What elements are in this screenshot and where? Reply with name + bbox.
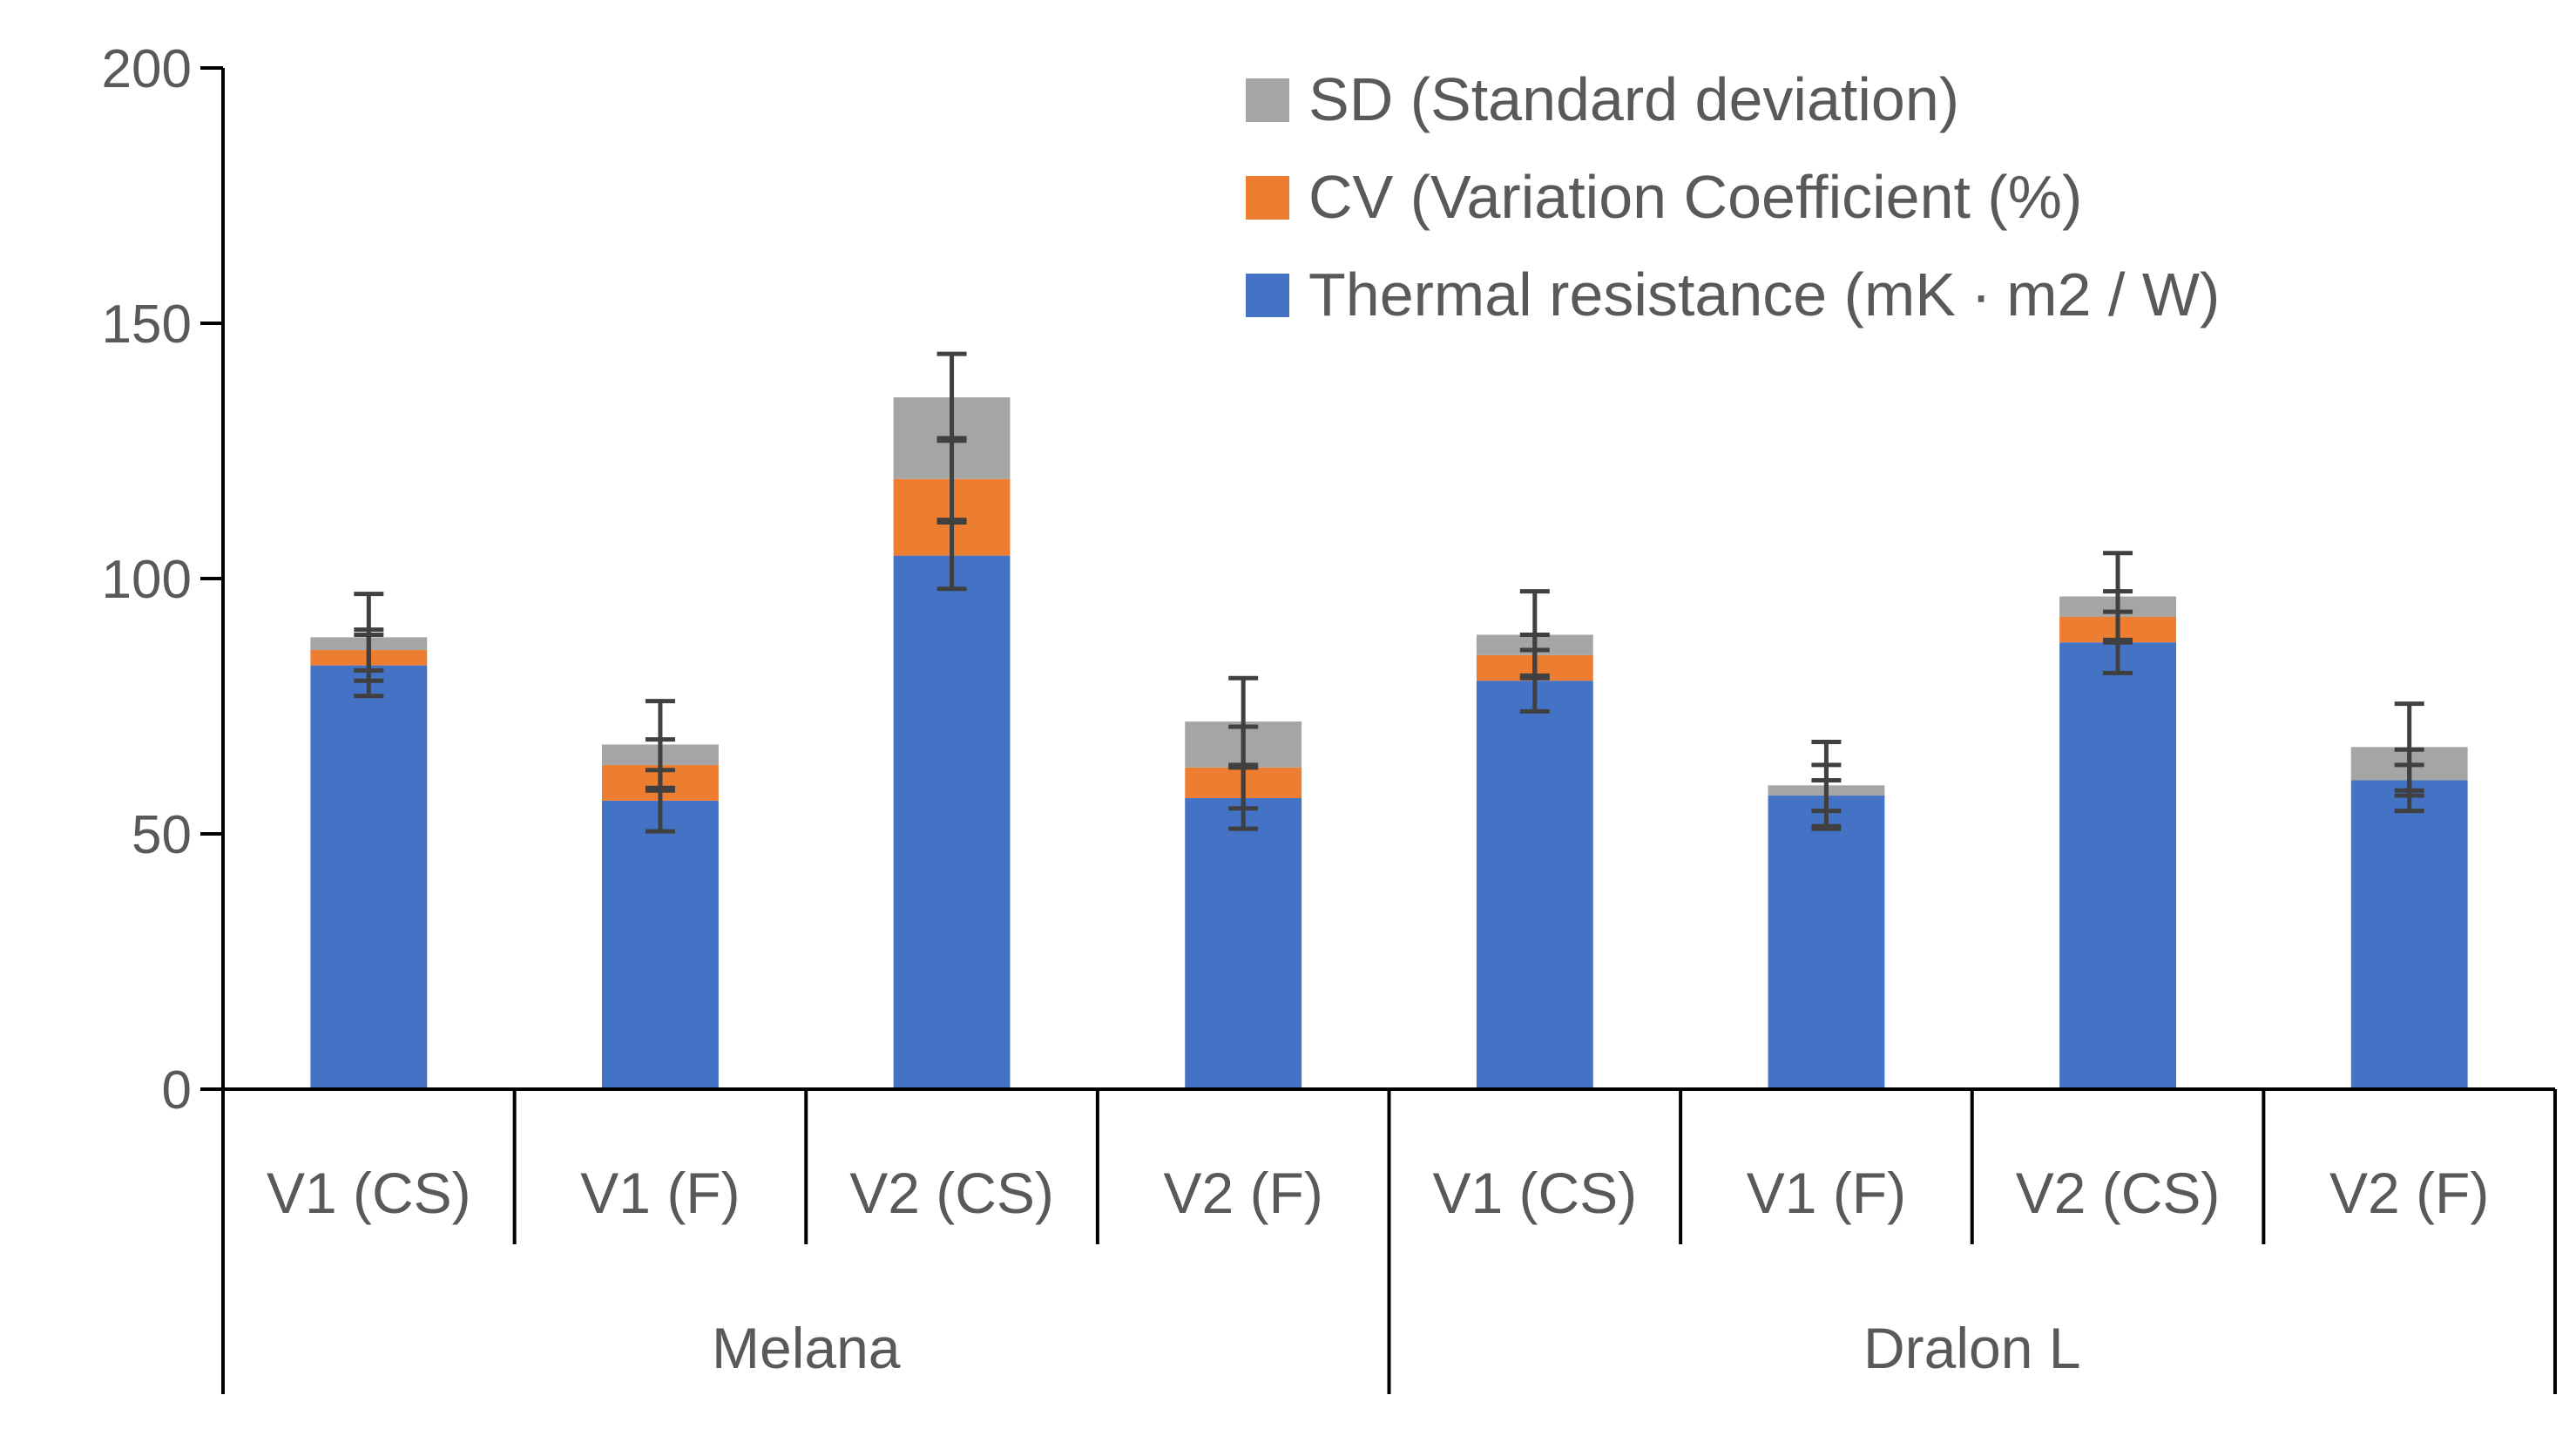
legend-swatch (1246, 78, 1289, 122)
x-category-label: V1 (F) (580, 1161, 740, 1225)
y-tick-label: 0 (162, 1060, 192, 1121)
x-group-label: Dralon L (1863, 1316, 2080, 1380)
bar-segment-series-0-cat-6 (2059, 642, 2176, 1089)
bar-segment-series-0-cat-4 (1476, 681, 1593, 1089)
x-category-label: V2 (F) (2329, 1161, 2489, 1225)
y-tick-label: 50 (132, 805, 192, 865)
bar-segment-series-0-cat-7 (2350, 780, 2468, 1089)
x-category-label: V1 (CS) (267, 1161, 471, 1225)
legend-swatch (1246, 176, 1289, 220)
y-tick-label: 200 (102, 39, 192, 99)
x-category-label: V1 (CS) (1432, 1161, 1637, 1225)
error-bars-layer (354, 351, 2424, 834)
legend-swatch (1246, 274, 1289, 317)
y-tick-label: 150 (102, 295, 192, 355)
bars-layer (310, 396, 2468, 1089)
bar-segment-series-0-cat-0 (310, 665, 428, 1089)
legend-label: SD (Standard deviation) (1308, 65, 1959, 133)
x-category-label: V2 (F) (1164, 1161, 1323, 1225)
x-category-label: V2 (CS) (849, 1161, 1054, 1225)
x-category-label: V2 (CS) (2016, 1161, 2221, 1225)
bar-segment-series-0-cat-5 (1768, 796, 1885, 1089)
legend: SD (Standard deviation) CV (Variation Coe… (1246, 65, 2220, 328)
y-ticks-layer: 0 50 100 150 200 (102, 39, 223, 1121)
bar-segment-series-0-cat-2 (893, 555, 1011, 1089)
bar-segment-series-0-cat-1 (602, 800, 719, 1089)
legend-label: CV (Variation Coefficient (%) (1308, 163, 2082, 231)
x-group-label: Melana (712, 1316, 901, 1380)
bar-segment-series-0-cat-3 (1185, 797, 1302, 1089)
x-category-label: V1 (F) (1747, 1161, 1906, 1225)
legend-label: Thermal resistance (mK ∙ m2 / W) (1308, 261, 2220, 328)
category-labels-layer: V1 (CS) V1 (F) V2 (CS) V2 (F) V1 (CS) V1 (F) V… (221, 1089, 2557, 1394)
y-tick-label: 100 (102, 550, 192, 610)
